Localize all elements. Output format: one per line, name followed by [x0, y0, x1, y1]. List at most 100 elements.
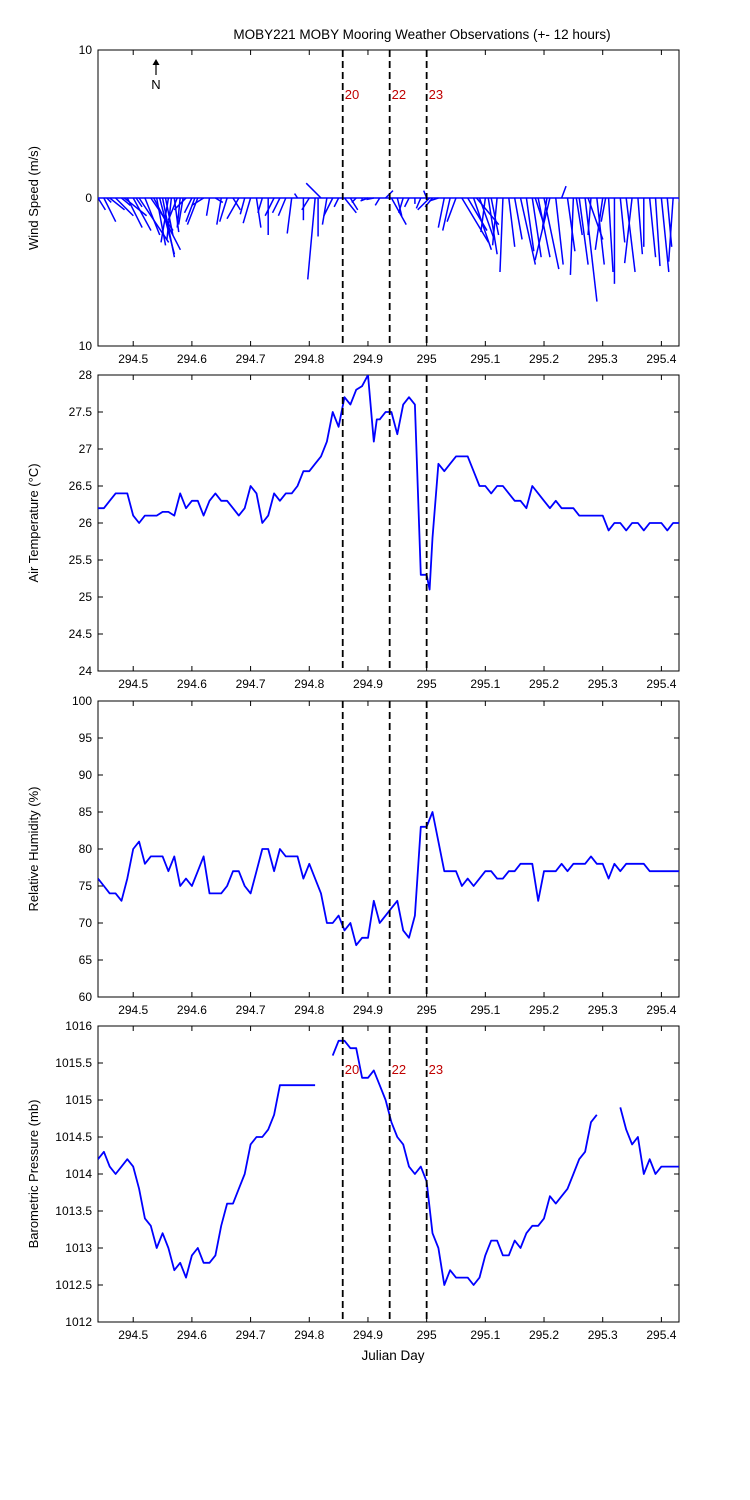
y-tick-label: 25: [79, 590, 93, 604]
wind-stick: [508, 197, 516, 247]
wind-stick: [191, 197, 205, 207]
x-tick-label: 294.9: [353, 677, 383, 691]
wind-stick: [242, 197, 252, 224]
x-axis-label: Julian Day: [361, 1348, 424, 1363]
y-tick-label: 10: [79, 43, 93, 57]
wind-stick: [467, 197, 488, 231]
relative-humidity-panel: 60 65 70 75 80 85 90 95 100 294.5 294.6 294.7 294.8 2…: [26, 694, 680, 1017]
wind-stick: [584, 197, 598, 302]
y-axis-label: Barometric Pressure (mb): [26, 1100, 41, 1249]
wind-stick: [461, 197, 490, 243]
wind-stick: [623, 197, 633, 264]
series-line: [619, 1107, 679, 1175]
plot-data: [98, 182, 679, 302]
wind-stick: [239, 197, 246, 215]
event-marker-label: 20: [345, 87, 359, 102]
y-tick-label: 1013: [65, 1241, 92, 1255]
y-tick-label: 65: [79, 953, 93, 967]
x-tick-label: 294.9: [353, 1328, 383, 1342]
wind-stick: [374, 197, 381, 206]
x-tick-label: 294.8: [294, 1003, 324, 1017]
wind-stick: [487, 197, 498, 255]
wind-stick: [109, 197, 126, 211]
x-tick-label: 295.3: [588, 677, 618, 691]
wind-stick: [271, 197, 281, 214]
y-tick-label: 95: [79, 731, 93, 745]
y-tick-label: 70: [79, 916, 93, 930]
x-tick-label: 294.7: [236, 352, 266, 366]
wind-stick: [566, 197, 576, 252]
wind-stick: [660, 197, 670, 273]
wind-stick: [555, 197, 564, 265]
y-tick-label: 100: [72, 694, 92, 708]
plot-data: [98, 375, 679, 591]
wind-stick: [519, 197, 537, 265]
x-tick-label: 295.4: [646, 1328, 676, 1342]
wind-stick: [98, 197, 107, 211]
x-tick-label: 295.1: [470, 677, 500, 691]
wind-stick: [531, 197, 542, 258]
wind-stick: [351, 197, 357, 203]
wind-stick: [277, 197, 287, 217]
x-tick-label: 294.7: [236, 677, 266, 691]
wind-stick: [305, 182, 322, 199]
plot-data: [98, 811, 679, 947]
wind-stick: [167, 197, 178, 221]
series-line: [98, 811, 679, 947]
x-tick-label: 295.2: [529, 1328, 559, 1342]
x-tick-label: 294.5: [118, 352, 148, 366]
y-tick-label: 1015: [65, 1093, 92, 1107]
y-tick-label: 27: [79, 442, 93, 456]
wind-stick: [349, 197, 359, 211]
y-tick-label: 75: [79, 879, 93, 893]
wind-stick: [654, 197, 661, 267]
y-tick-label: 1013.5: [55, 1204, 92, 1218]
wind-stick: [360, 197, 369, 202]
wind-stick: [446, 197, 457, 222]
wind-stick: [491, 197, 498, 246]
barometric-pressure-panel: 1012 1012.5 1013 1013.5 1014 1014.5 1015 1015.5…: [26, 1019, 680, 1342]
wind-stick: [205, 197, 211, 216]
wind-stick: [176, 197, 181, 228]
y-axis-label: Relative Humidity (%): [26, 787, 41, 912]
wind-stick: [569, 197, 575, 275]
wind-stick: [648, 197, 657, 258]
series-line: [98, 1084, 316, 1279]
wind-stick: [218, 197, 228, 222]
wind-stick: [429, 197, 439, 202]
wind-stick: [441, 197, 451, 231]
series-line: [98, 375, 679, 591]
wind-stick: [257, 197, 264, 214]
wind-stick: [214, 197, 224, 204]
y-tick-label: 0: [85, 191, 92, 205]
wind-stick: [537, 197, 551, 258]
wind-speed-panel: 10 0 10 294.5 294.6 294.7 294.8 294.9 295 295.1 29…: [26, 43, 680, 366]
north-arrow: N: [151, 59, 161, 92]
y-tick-label: 1016: [65, 1019, 92, 1033]
wind-stick: [415, 197, 422, 209]
x-tick-label: 294.7: [236, 1328, 266, 1342]
x-tick-label: 294.9: [353, 1003, 383, 1017]
wind-stick: [226, 197, 240, 220]
wind-stick: [478, 197, 495, 240]
y-tick-label: 25.5: [69, 553, 93, 567]
wind-stick: [575, 197, 583, 236]
x-tick-label: 295: [417, 1328, 437, 1342]
air-temperature-panel: 24 24.5 25 25.5 26 26.5 27 27.5 28 294.5 294.6 294.…: [26, 368, 680, 691]
y-tick-label: 26.5: [69, 479, 93, 493]
wind-stick: [398, 197, 404, 214]
wind-stick: [403, 197, 410, 208]
y-tick-label: 80: [79, 842, 93, 856]
y-tick-label: 24.5: [69, 627, 93, 641]
y-tick-label: 1014.5: [55, 1130, 92, 1144]
x-tick-label: 294.5: [118, 1328, 148, 1342]
wind-stick: [560, 185, 567, 199]
wind-stick: [321, 197, 328, 225]
event-marker-label: 22: [392, 1062, 406, 1077]
x-tick-label: 295.3: [588, 352, 618, 366]
wind-stick: [120, 197, 131, 206]
wind-stick: [264, 197, 275, 217]
x-tick-label: 295.2: [529, 352, 559, 366]
wind-stick: [678, 198, 679, 204]
